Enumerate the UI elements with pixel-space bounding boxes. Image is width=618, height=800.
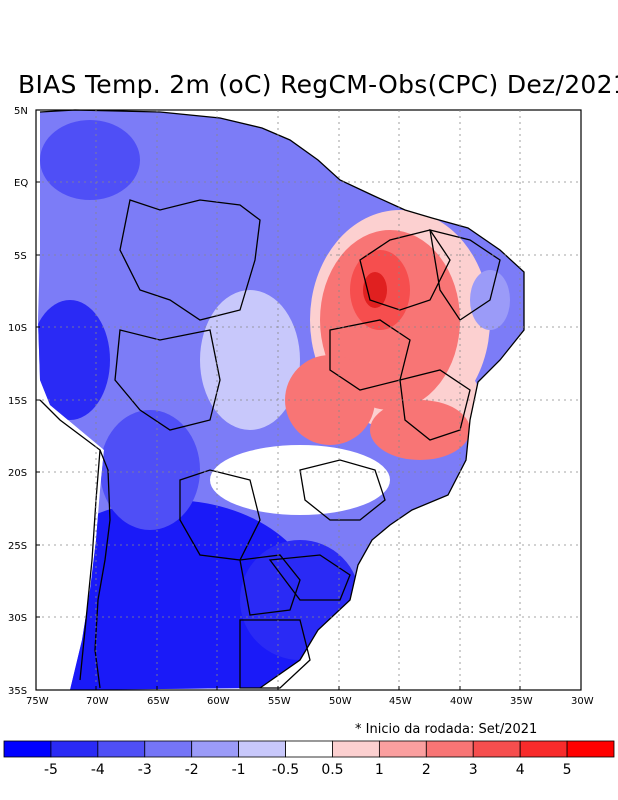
colorbar-swatch bbox=[425, 740, 474, 758]
lat-label: 5N bbox=[14, 106, 28, 117]
lon-label: 45W bbox=[389, 696, 412, 707]
lon-label: 70W bbox=[86, 696, 109, 707]
colorbar-swatch bbox=[50, 740, 99, 758]
colorbar-label: 1 bbox=[375, 762, 384, 778]
colorbar-swatch bbox=[519, 740, 568, 758]
colorbar-swatch bbox=[3, 740, 52, 758]
lon-label: 75W bbox=[26, 696, 49, 707]
grid bbox=[36, 110, 581, 690]
lon-label: 40W bbox=[450, 696, 473, 707]
lat-label: 10S bbox=[8, 323, 27, 334]
colorbar-label: 4 bbox=[516, 762, 525, 778]
lon-label: 65W bbox=[147, 696, 170, 707]
colorbar: -5 -4 -3 -2 -1 -0.5 0.5 1 2 3 4 5 bbox=[3, 740, 615, 778]
colorbar-swatch bbox=[566, 740, 615, 758]
lon-label: 50W bbox=[329, 696, 352, 707]
map-canvas: 5N EQ 5S 10S 15S 20S 25S 30S 35S 75W 70W… bbox=[8, 106, 594, 707]
bias-field bbox=[38, 110, 524, 690]
lat-label: 20S bbox=[8, 468, 27, 479]
colorbar-label: -3 bbox=[138, 762, 152, 778]
colorbar-swatch bbox=[285, 740, 333, 758]
colorbar-label: -5 bbox=[44, 762, 58, 778]
lat-label: 15S bbox=[8, 396, 27, 407]
lon-label: 55W bbox=[268, 696, 291, 707]
ticks bbox=[35, 109, 582, 690]
colorbar-swatch bbox=[191, 740, 240, 758]
lon-label: 30W bbox=[571, 696, 594, 707]
map-title: BIAS Temp. 2m (oC) RegCM-Obs(CPC) Dez/20… bbox=[18, 70, 618, 99]
colorbar-label: -1 bbox=[232, 762, 246, 778]
colorbar-label: -4 bbox=[91, 762, 105, 778]
colorbar-swatch bbox=[332, 740, 380, 758]
run-start-note: * Inicio da rodada: Set/2021 bbox=[355, 722, 538, 737]
colorbar-label: 0.5 bbox=[321, 762, 343, 778]
lon-label: 60W bbox=[207, 696, 230, 707]
colorbar-label: 2 bbox=[422, 762, 431, 778]
lat-label: 30S bbox=[8, 613, 27, 624]
lon-label: 35W bbox=[510, 696, 533, 707]
colorbar-label: -0.5 bbox=[272, 762, 299, 778]
lat-label: 35S bbox=[8, 686, 27, 697]
lat-label: 5S bbox=[14, 251, 27, 262]
colorbar-swatch bbox=[238, 740, 286, 758]
colorbar-label: 3 bbox=[469, 762, 478, 778]
lat-label: 25S bbox=[8, 541, 27, 552]
colorbar-label: 5 bbox=[563, 762, 572, 778]
colorbar-swatch bbox=[97, 740, 146, 758]
colorbar-swatch bbox=[144, 740, 193, 758]
colorbar-swatch bbox=[378, 740, 427, 758]
colorbar-label: -2 bbox=[185, 762, 199, 778]
lat-label: EQ bbox=[14, 178, 28, 189]
colorbar-swatch bbox=[472, 740, 521, 758]
